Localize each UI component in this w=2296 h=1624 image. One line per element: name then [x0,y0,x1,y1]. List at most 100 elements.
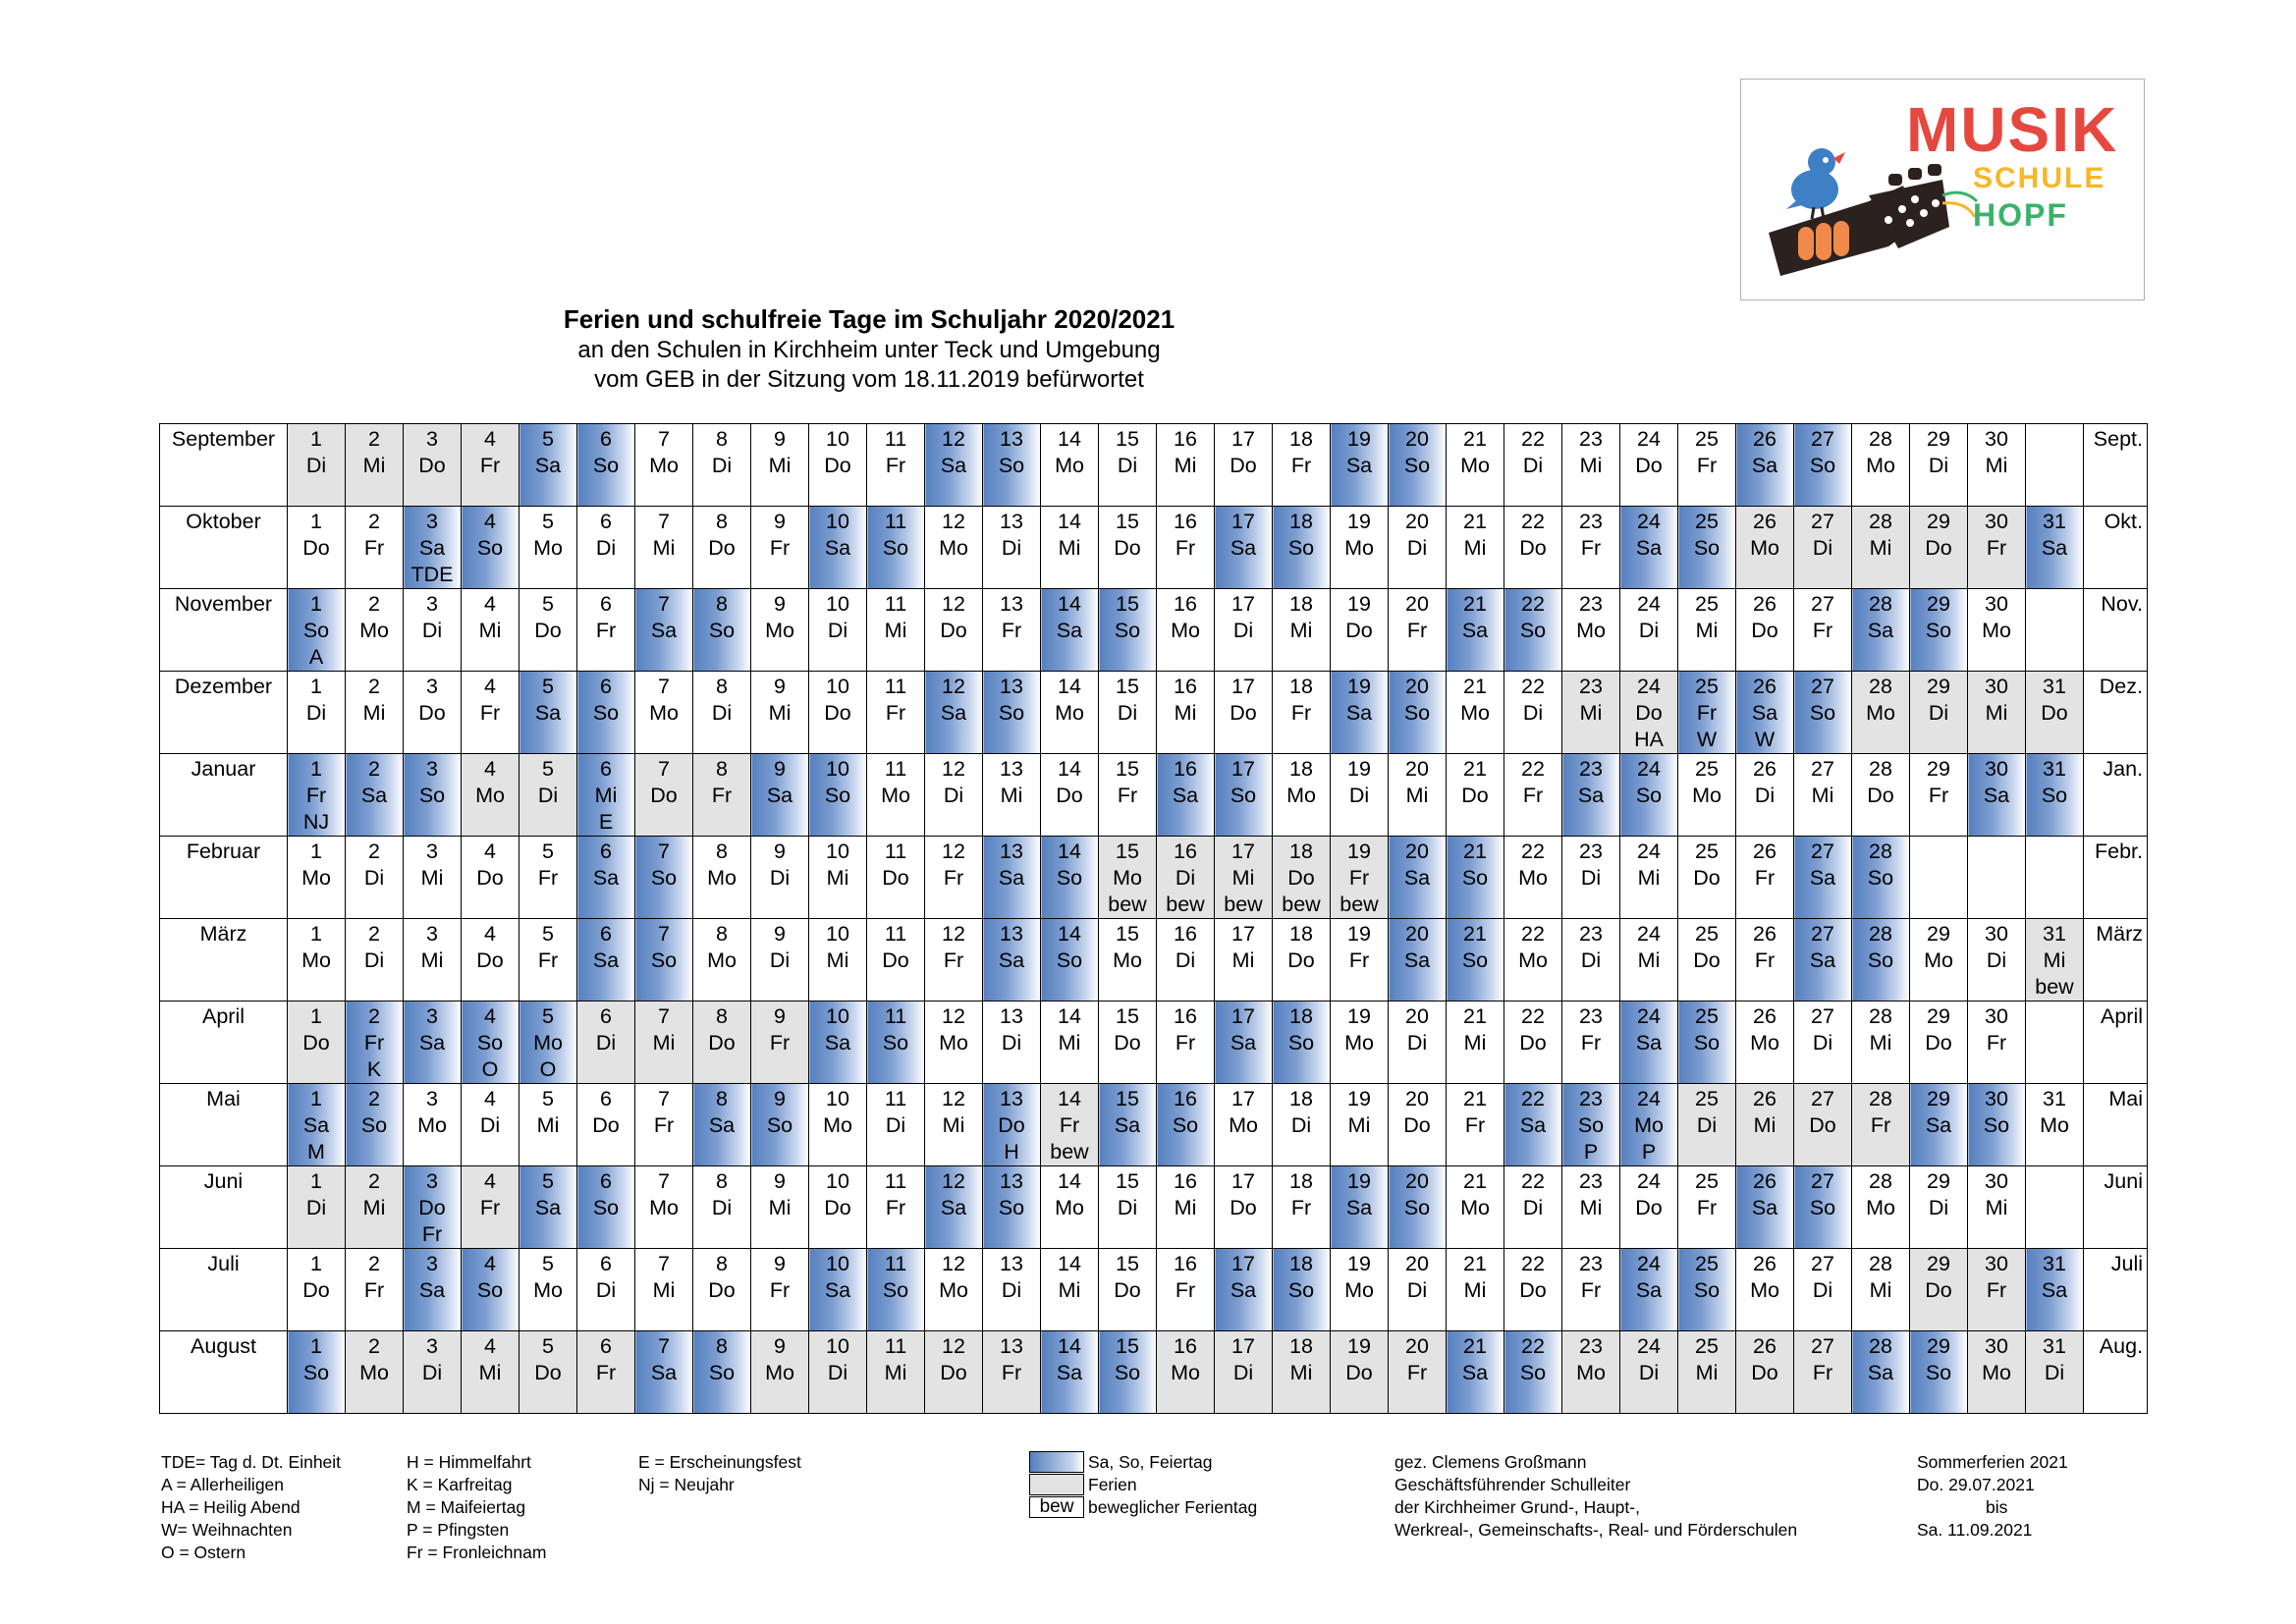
day-number: 7 [658,510,670,533]
day-number: 6 [600,510,612,533]
day-number: 13 [1000,1004,1023,1028]
day-cell: 30 Mo [1967,588,2026,672]
day-cell: 3 So [403,753,462,837]
day-cell: 5 Mo [519,506,577,589]
day-cell: 5 Mo [519,1248,577,1331]
weekday-label: Di [1406,1031,1428,1055]
weekday-label: Fr [363,536,385,560]
day-cell: 27 Di [1793,1248,1852,1331]
weekday-label: Sa [534,701,562,725]
day-number: 1 [310,922,322,946]
weekday-label: Di [595,1031,617,1055]
weekday-label: Mo [1460,454,1490,477]
day-number: 25 [1695,1087,1719,1110]
day-number: 10 [826,1252,849,1275]
weekday-label: Do [1230,1196,1257,1219]
legend-entry: E = Erscheinungsfest [638,1452,801,1472]
day-number: 18 [1289,1087,1313,1110]
weekday-label: So [1287,536,1315,560]
day-number: 31 [2043,675,2066,698]
weekday-label: Di [1001,1278,1022,1302]
day-cell: 5 Sa [519,423,577,507]
weekday-label: Mo [1750,1031,1779,1055]
month-abbreviation: Mai [2083,1083,2148,1166]
holiday-note: W [1754,728,1776,751]
day-number: 22 [1521,839,1545,863]
day-number: 8 [716,922,728,946]
day-cell: 9 Sa [750,753,809,837]
day-number: 9 [774,675,786,698]
day-number: 2 [368,1169,380,1193]
weekday-label: Mo [1576,619,1606,642]
day-number: 24 [1637,839,1661,863]
day-number: 19 [1347,1004,1371,1028]
weekday-label: So [1461,866,1489,890]
day-cell: 21 Mi [1446,1001,1504,1084]
day-number: 13 [1000,1334,1023,1358]
month-name: November [159,588,288,672]
day-cell: 5 Fr [519,836,577,919]
day-number: 12 [942,1169,965,1193]
weekday-label: Mi [826,948,849,972]
day-cell: 8 Do [692,1248,751,1331]
legend-entry: beweglicher Ferientag [1088,1497,1258,1517]
weekday-label: Do [824,701,851,725]
weekday-label: So [1056,948,1083,972]
weekday-label: Di [1696,1113,1718,1137]
day-number: 3 [426,510,438,533]
day-cell: 22 Di [1503,671,1562,754]
weekday-label: Di [537,784,559,807]
day-cell: 15 Do [1098,1248,1157,1331]
holiday-swatch [1029,1474,1084,1495]
day-cell: 26 Sa W [1735,671,1794,754]
day-number: 18 [1289,1334,1313,1358]
weekday-label: Fr [1290,1196,1312,1219]
weekday-label: Di [711,701,733,725]
day-number: 9 [774,922,786,946]
day-cell: 30 So [1967,1083,2026,1166]
day-cell: 10 Mi [808,918,867,1001]
weekday-label: So [1809,454,1836,477]
weekday-label: Sa [418,1278,446,1302]
weekday-label: Mi [1869,1031,1892,1055]
weekday-label: Mo [1518,948,1548,972]
day-number: 18 [1289,1252,1313,1275]
day-cell: 3 Mi [403,918,462,1001]
weekday-label: Do [534,619,562,642]
day-number: 3 [426,675,438,698]
day-cell: 29 Do [1909,1248,1968,1331]
day-number: 2 [368,1004,380,1028]
day-cell: 24 Sa [1619,506,1678,589]
day-cell: 1 Mo [287,918,346,1001]
signature-line: Werkreal-, Gemeinschafts-, Real- und För… [1394,1520,1798,1540]
day-cell: 20 Fr [1388,1330,1447,1414]
day-cell: 25 Di [1677,1083,1736,1166]
day-number: 18 [1289,922,1313,946]
day-number: 23 [1579,427,1603,451]
day-number: 1 [310,592,322,616]
day-number: 7 [658,1334,670,1358]
day-cell: 11 Mi [866,588,925,672]
day-number: 29 [1927,1087,1950,1110]
day-number: 16 [1174,510,1197,533]
weekday-label: Di [1754,784,1776,807]
weekday-label: Mi [1869,536,1892,560]
day-number: 1 [310,510,322,533]
weekday-label: Do [302,536,330,560]
day-number: 20 [1405,922,1429,946]
weekday-label: Fr [769,1031,791,1055]
day-number: 24 [1637,1004,1661,1028]
day-number: 14 [1058,510,1081,533]
day-number: 5 [542,1087,554,1110]
day-cell: 9 Mo [750,588,809,672]
weekday-label: So [1867,948,1894,972]
weekday-label: Fr [595,1361,617,1384]
weekday-label: Mi [1695,619,1719,642]
weekday-label: Do [1287,866,1315,890]
day-cell: 16 Fr [1156,1001,1215,1084]
day-number: 14 [1058,592,1081,616]
day-cell: 15 So [1098,1330,1157,1414]
day-number: 21 [1463,922,1487,946]
day-cell: 3 Sa [403,1001,462,1084]
weekday-label: Sa [824,536,851,560]
